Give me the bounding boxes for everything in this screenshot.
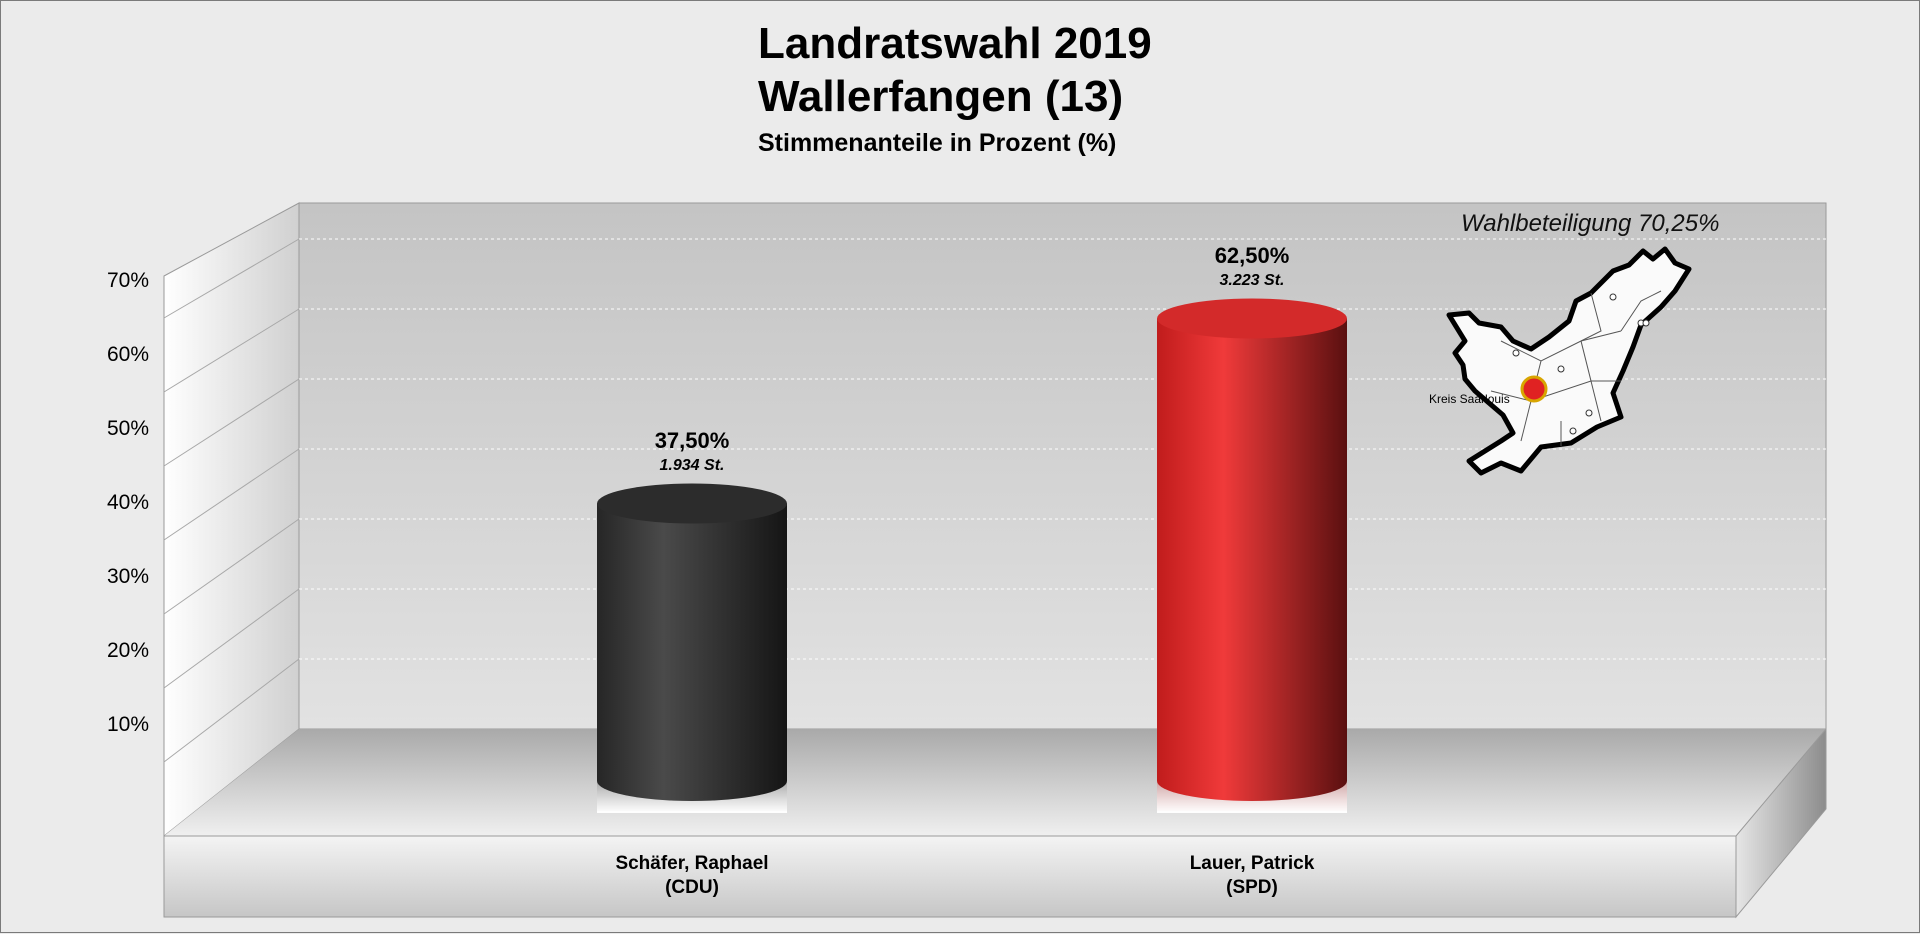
inset-map-label: Kreis Saarlouis [1429,392,1510,406]
candidate-party: (SPD) [1226,877,1278,898]
base-side [1735,727,1827,919]
bar-value-label: 37,50% [654,427,730,453]
chart-subtitle: Wallerfangen (13) [758,72,1124,121]
y-tick-label: 20% [106,639,149,662]
inset-map-icon [1446,246,1692,476]
bars [597,298,1347,813]
gridline-side [163,378,300,467]
bar [1157,298,1347,813]
y-tick-label: 50% [106,417,149,440]
bar [597,483,787,813]
turnout-annotation: Wahlbeteiligung 70,25% [1461,210,1720,237]
bar-top [597,483,787,524]
gridlines [163,238,1826,763]
y-tick-label: 40% [106,491,149,514]
bar-votes-label: 1.934 St. [659,456,725,474]
gridline-side [163,308,300,393]
gridline-side [163,238,300,319]
y-tick-label: 30% [106,565,149,588]
left-wall [163,202,300,838]
y-tick-label: 60% [106,343,149,366]
bar-votes-label: 3.223 St. [1219,271,1285,289]
chart-subtitle-units: Stimmenanteile in Prozent (%) [758,129,1117,157]
base-front [163,835,1737,918]
chart-title: Landratswahl 2019 [758,19,1152,68]
candidate-name: Schäfer, Raphael [615,853,769,874]
back-wall [298,202,1827,730]
y-tick-label: 70% [106,269,149,292]
x-category-label: Schäfer, Raphael (CDU) [532,852,852,900]
gridline-side [163,518,300,615]
gridline-side [163,658,300,763]
bar-top [1157,298,1347,339]
bar-value-label: 62,50% [1214,242,1290,268]
candidate-party: (CDU) [665,877,719,898]
bar-body [1157,318,1347,801]
floor [164,729,1826,836]
gridline-side [163,448,300,541]
bar-body [597,503,787,801]
x-category-label: Lauer, Patrick (SPD) [1092,852,1412,900]
candidate-name: Lauer, Patrick [1189,853,1315,874]
y-tick-label: 10% [106,713,149,736]
gridline-side [163,588,300,689]
